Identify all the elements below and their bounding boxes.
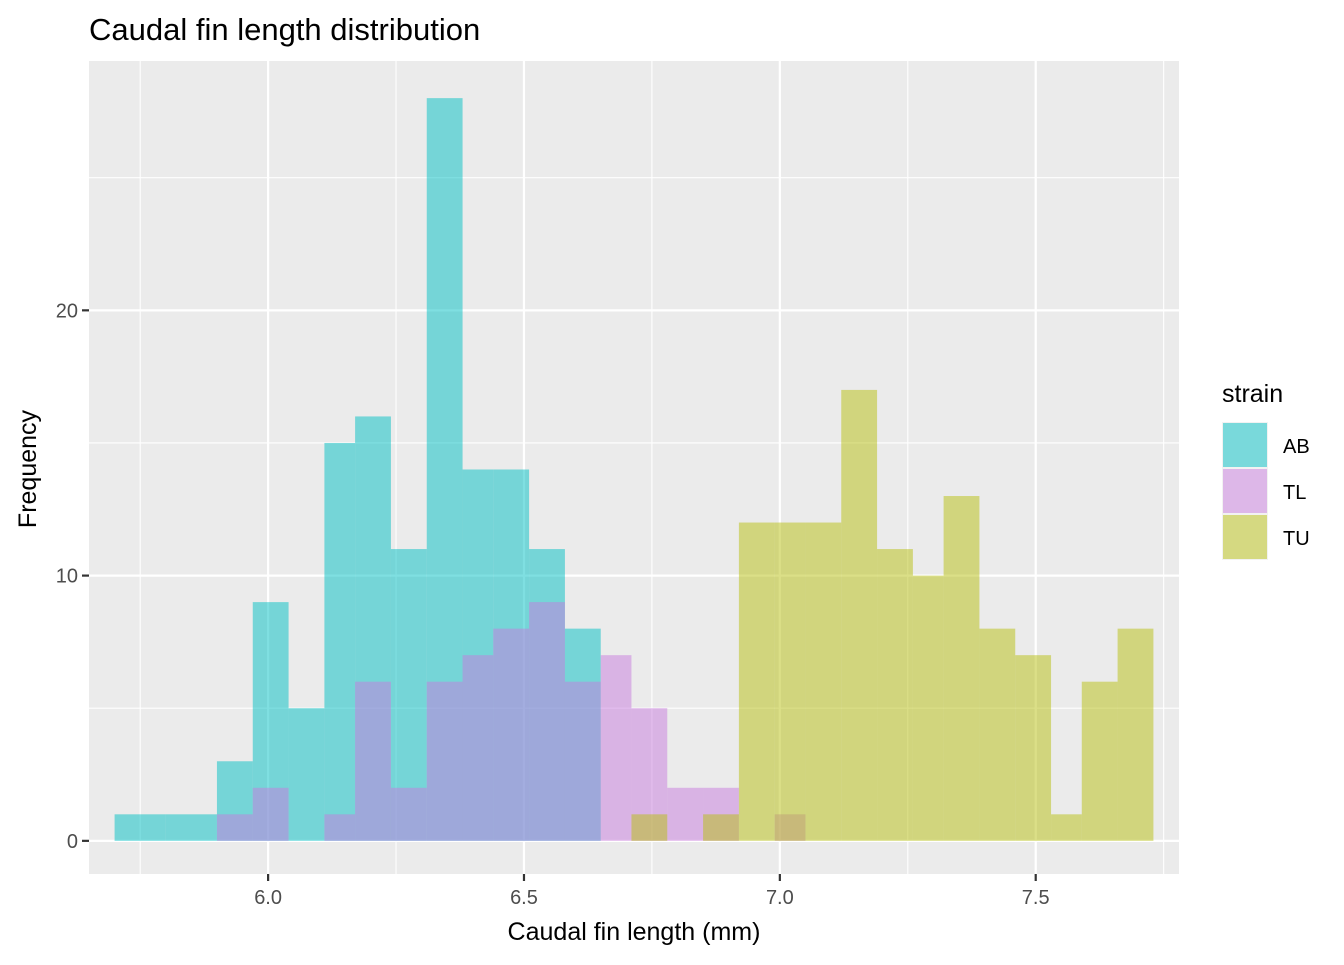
- histogram-bar: [324, 814, 356, 841]
- histogram-bar: [600, 655, 632, 841]
- y-axis: 0 10 20: [56, 300, 89, 853]
- histogram-bar: [631, 814, 668, 841]
- y-tick-label: 20: [56, 300, 78, 322]
- histogram-bar: [774, 522, 806, 841]
- series-tu: [631, 389, 1154, 841]
- legend-item-label: TU: [1283, 528, 1310, 550]
- y-tick-label: 0: [67, 831, 78, 853]
- legend-key-swatch: [1223, 423, 1267, 467]
- histogram-bar: [703, 814, 739, 841]
- histogram-bar: [324, 442, 356, 841]
- legend-title: strain: [1222, 380, 1283, 408]
- x-axis-label: Caudal fin length (mm): [508, 918, 761, 946]
- legend: strain AB TL TU: [1222, 380, 1310, 560]
- legend-item-label: AB: [1283, 436, 1310, 458]
- histogram-bar: [355, 681, 391, 841]
- y-tick-label: 10: [56, 566, 78, 588]
- legend-item-tu: TU: [1222, 514, 1310, 560]
- legend-item-label: TL: [1283, 482, 1306, 504]
- histogram-bar: [805, 522, 842, 841]
- x-tick-label: 7.5: [1022, 887, 1050, 909]
- x-tick-label: 7.0: [766, 887, 794, 909]
- histogram-bar: [165, 814, 217, 841]
- histogram-bar: [288, 708, 325, 841]
- legend-key-swatch: [1223, 515, 1267, 559]
- histogram-bar: [426, 681, 463, 841]
- x-tick-label: 6.0: [254, 887, 282, 909]
- x-tick-label: 6.5: [510, 887, 538, 909]
- histogram-bar: [1015, 655, 1052, 841]
- legend-item-ab: AB: [1222, 422, 1310, 468]
- histogram-bar: [564, 681, 601, 841]
- legend-item-tl: TL: [1222, 468, 1306, 514]
- legend-key-swatch: [1223, 469, 1267, 513]
- histogram-bar: [738, 522, 775, 841]
- histogram-bar: [1081, 681, 1118, 841]
- y-axis-label: Frequency: [14, 409, 42, 528]
- histogram-bar: [390, 787, 427, 841]
- histogram-bar: [667, 787, 704, 841]
- histogram-bar: [1117, 628, 1154, 841]
- histogram-bar: [462, 655, 494, 841]
- histogram-bar: [1051, 814, 1082, 841]
- histogram-bar: [877, 549, 913, 841]
- histogram-bar: [252, 787, 289, 841]
- chart-title: Caudal fin length distribution: [89, 12, 480, 47]
- histogram-bars: [114, 98, 1154, 841]
- histogram-bar: [912, 575, 944, 841]
- x-axis: 6.0 6.5 7.0 7.5: [254, 874, 1050, 909]
- histogram-bar: [529, 602, 565, 841]
- histogram-bar: [979, 628, 1016, 841]
- histogram-bar: [943, 496, 980, 841]
- histogram-bar: [841, 389, 878, 841]
- histogram-bar: [114, 814, 166, 841]
- histogram-bar: [216, 814, 253, 841]
- histogram-bar: [493, 628, 530, 841]
